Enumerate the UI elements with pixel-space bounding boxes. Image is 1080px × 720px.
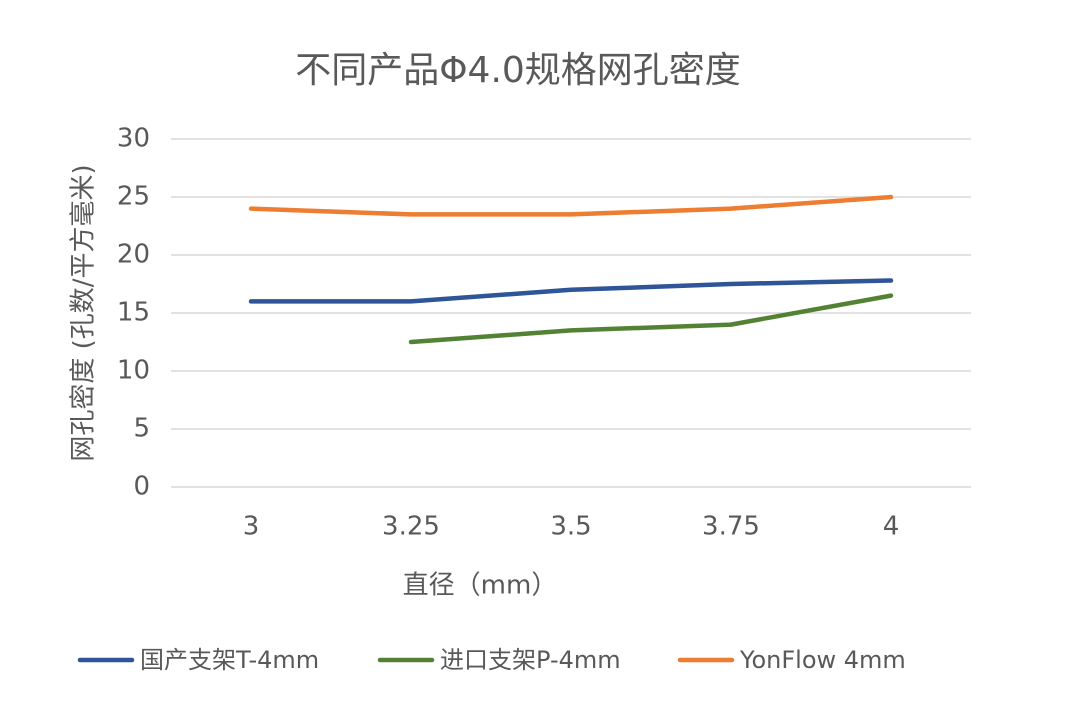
legend-label: 国产支架T-4mm — [140, 646, 319, 674]
x-tick-label: 3.75 — [702, 512, 760, 542]
x-tick-label: 3.25 — [382, 512, 440, 542]
y-tick-label: 20 — [117, 240, 150, 270]
chart-title: 不同产品Φ4.0规格网孔密度 — [295, 50, 741, 91]
legend-label: 进口支架P-4mm — [440, 646, 621, 674]
x-tick-label: 3 — [243, 512, 260, 542]
x-axis-title: 直径（mm） — [403, 571, 558, 601]
y-tick-label: 15 — [117, 298, 150, 328]
y-tick-label: 5 — [133, 414, 150, 444]
y-axis-title: 网孔密度 (孔数/平方毫米) — [69, 164, 99, 461]
x-tick-label: 4 — [883, 512, 900, 542]
series-line — [248, 278, 894, 304]
x-tick-label: 3.5 — [550, 512, 591, 542]
y-tick-label: 0 — [133, 472, 150, 502]
series-line — [248, 194, 894, 217]
y-tick-label: 10 — [117, 356, 150, 386]
y-tick-label: 30 — [117, 124, 150, 154]
y-tick-label: 25 — [117, 182, 150, 212]
series-line — [408, 293, 894, 345]
legend-label: YonFlow 4mm — [739, 646, 906, 674]
